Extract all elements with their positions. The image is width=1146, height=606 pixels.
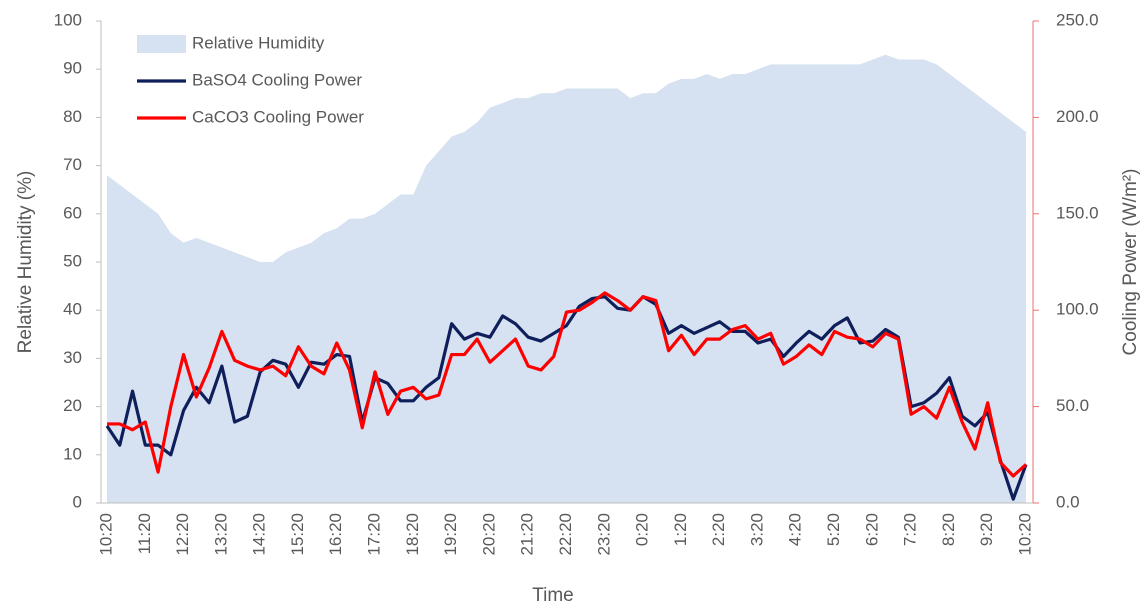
y-tick-label: 10	[63, 444, 82, 463]
y2-axis-title: Cooling Power (W/m²)	[1120, 169, 1141, 356]
legend-label: Relative Humidity	[192, 33, 325, 52]
legend-label: CaCO3 Cooling Power	[192, 107, 364, 126]
y-tick-label: 70	[63, 155, 82, 174]
x-tick-label: 19:20	[441, 513, 460, 556]
series-line	[105, 295, 1028, 501]
y-tick-label: 100	[54, 10, 82, 29]
y-axis-title: Relative Humidity (%)	[15, 171, 36, 354]
x-tick-label: 9:20	[977, 513, 996, 546]
y2-tick-label: 250.0	[1056, 10, 1099, 29]
x-tick-label: 6:20	[862, 513, 881, 546]
y2-tick-label: 200.0	[1056, 107, 1099, 126]
x-tick-label: 1:20	[671, 513, 690, 546]
x-tick-label: 8:20	[939, 513, 958, 546]
plot	[107, 54, 1026, 504]
y2-tick-label: 0.0	[1056, 492, 1080, 511]
y-tick-label: 0	[73, 492, 82, 511]
x-tick-label: 11:20	[135, 513, 154, 554]
x-tick-label: 22:20	[556, 513, 575, 556]
y-tick-label: 20	[63, 396, 82, 415]
x-tick-label: 17:20	[365, 513, 384, 556]
x-tick-label: 14:20	[250, 513, 269, 556]
x-tick-label: 2:20	[709, 513, 728, 546]
x-tick-label: 4:20	[786, 513, 805, 546]
y-tick-label: 60	[63, 203, 82, 222]
x-tick-label: 16:20	[326, 513, 345, 556]
x-tick-label: 7:20	[901, 513, 920, 546]
x-tick-label: 15:20	[288, 513, 307, 556]
y-tick-label: 30	[63, 348, 82, 367]
x-axis-title: Time	[532, 585, 574, 606]
x-tick-label: 13:20	[211, 513, 230, 556]
y-tick-label: 40	[63, 300, 82, 319]
humidity-area	[107, 54, 1026, 504]
x-tick-label: 21:20	[518, 513, 537, 556]
series-line	[107, 291, 1028, 478]
x-tick-label: 18:20	[403, 513, 422, 556]
x-tick-label: 10:20	[1015, 513, 1034, 556]
y-tick-label: 90	[63, 59, 82, 78]
y2-tick-label: 50.0	[1056, 396, 1089, 415]
y-tick-label: 80	[63, 107, 82, 126]
x-tick-label: 0:20	[633, 513, 652, 546]
x-tick-label: 12:20	[173, 513, 192, 556]
x-tick-label: 3:20	[747, 513, 766, 546]
x-tick-label: 20:20	[479, 513, 498, 556]
y-tick-label: 50	[63, 251, 82, 270]
x-tick-label: 23:20	[594, 513, 613, 556]
y2-tick-label: 150.0	[1056, 203, 1099, 222]
legend-label: BaSO4 Cooling Power	[192, 70, 362, 89]
x-tick-label: 5:20	[824, 513, 843, 546]
legend-swatch	[137, 35, 186, 53]
x-tick-label: 10:20	[96, 513, 115, 556]
y2-tick-label: 100.0	[1056, 300, 1099, 319]
